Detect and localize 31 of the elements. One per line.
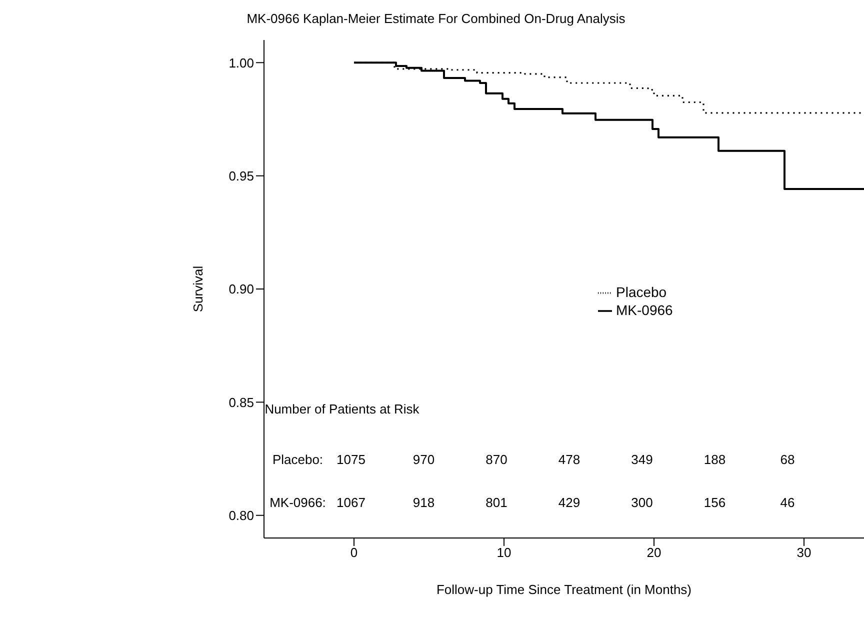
annotation: 970 [412, 452, 435, 467]
y-tick-label: 0.90 [228, 282, 254, 297]
annotation: 478 [558, 452, 580, 467]
legend-label: MK-0966 [616, 302, 673, 318]
annotation: Number of Patients at Risk [264, 402, 420, 417]
legend-label: Placebo [616, 284, 667, 300]
y-axis-title: Survival [190, 266, 206, 312]
annotation: 870 [486, 452, 508, 467]
x-tick-label: 20 [646, 545, 662, 560]
chart-title: MK-0966 Kaplan-Meier Estimate For Combined On-Drug Analysis [246, 10, 626, 28]
x-tick-label: 30 [796, 545, 812, 560]
annotation: 188 [704, 452, 726, 467]
y-tick-label: 1.00 [228, 55, 254, 70]
annotation: 68 [780, 452, 795, 467]
annotation: Placebo: [272, 452, 324, 467]
annotation: 349 [631, 452, 653, 467]
annotation: 1067 [336, 494, 366, 510]
y-tick-label: 0.95 [228, 168, 254, 184]
annotation: 300 [631, 494, 653, 510]
annotation: 156 [704, 494, 726, 510]
x-axis-title: Follow-up Time Since Treatment (in Months) [436, 582, 692, 597]
annotation: 918 [412, 494, 435, 510]
annotation: MK-0966: [270, 494, 326, 510]
annotation: 1075 [336, 452, 366, 467]
annotation: 46 [780, 494, 795, 510]
y-tick-label: 0.85 [228, 394, 254, 410]
y-tick-label: 0.80 [228, 508, 254, 523]
x-tick-label: 0 [350, 545, 358, 560]
x-tick-label: 10 [496, 545, 512, 560]
annotation: 429 [558, 494, 580, 510]
annotation: 801 [486, 494, 508, 510]
